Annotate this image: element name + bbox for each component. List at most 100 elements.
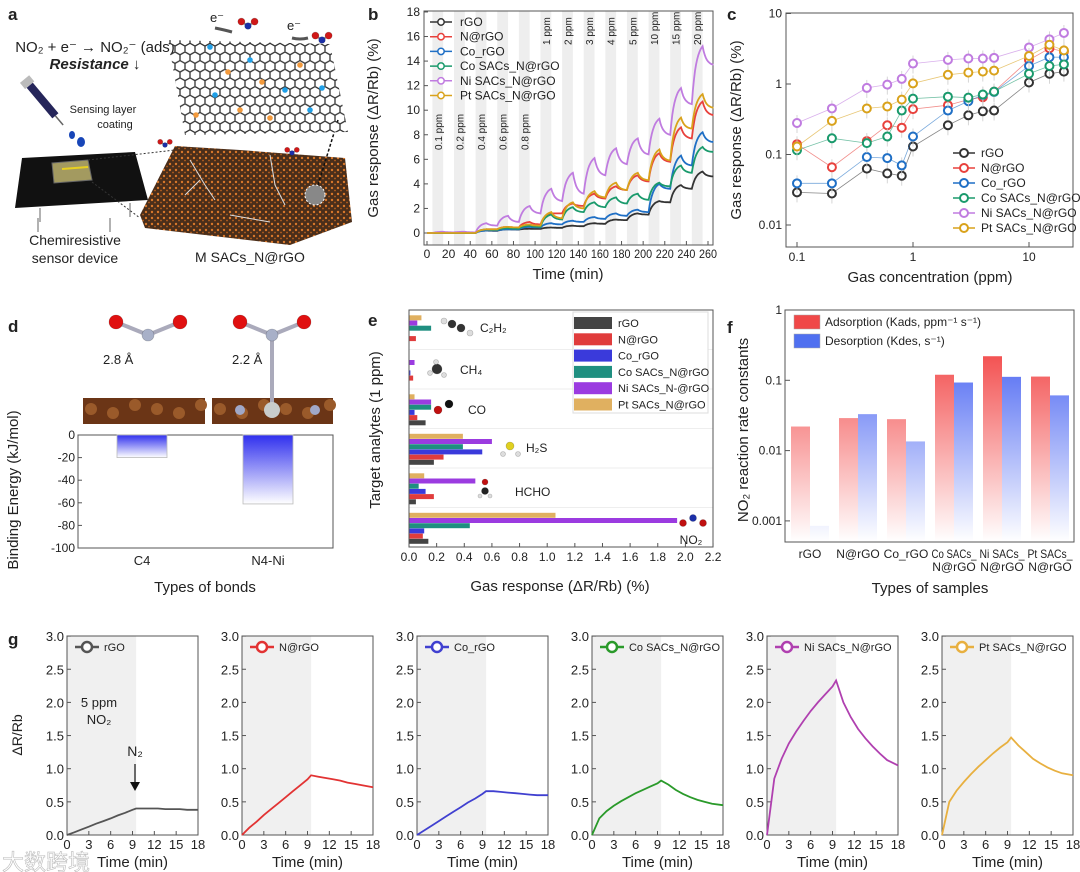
response-curve [416,790,548,836]
pulse-label: 0.2 ppm [455,114,466,150]
carbon-atom [151,403,163,415]
arrow-icon [291,36,309,41]
pulse-label: 20 ppm [693,12,704,45]
data-point [942,120,953,131]
y-tick-label: 1.5 [46,729,64,744]
data-point [792,117,802,128]
bar [409,459,434,465]
bar [409,433,463,439]
purge-annotation: N₂ [127,743,143,759]
legend-label: Ni SACs_N@rGO [981,206,1077,220]
exposure-band [605,11,617,245]
analyte-label: CO [468,403,486,417]
y-tick-label: 1.5 [571,729,589,744]
y-tick-label: 2.5 [221,662,239,677]
series-line-4 [796,32,1065,124]
x-tick-label: 3 [785,837,792,852]
panel-label: c [727,5,736,24]
watermark: 大数跨境 [2,850,90,872]
exposure-band [767,636,837,835]
y-tick-label: 0.0 [221,828,239,843]
legend-marker [437,62,445,71]
pulse-label: 15 ppm [672,12,683,45]
desorption-bar [954,382,973,542]
legend-marker [959,208,969,218]
legend-marker [437,47,445,56]
gas-annotation: 5 ppm [81,695,117,710]
x-tick-label: 15 [169,837,183,852]
x-tick-label: C4 [134,553,151,568]
nitrogen-atom [244,22,252,30]
data-point [826,178,837,189]
bar [409,439,492,444]
y-tick-label: 18 [407,5,421,19]
hydrogen-atom [441,372,447,378]
nitrogen-atom [310,405,320,415]
oxygen-atom [311,31,320,40]
data-point [896,73,907,84]
pulse-label: 0.1 ppm [434,114,445,150]
y-tick-label: 1.0 [221,762,239,777]
x-tick-label: 9 [479,837,486,852]
x-tick-label: Co_rGO [884,547,929,561]
desorption-bar [906,441,925,542]
bar [409,315,422,321]
bar-1 [242,434,294,505]
nitrogen-atom [289,150,295,156]
legend-marker [437,76,445,85]
data-point [826,162,837,173]
y-tick-label: 2.5 [921,662,939,677]
plot-frame [423,10,714,246]
y-tick-label: 2.5 [571,662,589,677]
response-curve [241,774,374,836]
data-point [896,122,907,133]
syringe-label: coating [97,119,132,131]
gas-annotation: NO₂ [87,712,112,727]
exposure-band [454,11,465,245]
y-tick-label: 0.5 [396,795,414,810]
y-tick-label: 8 [413,128,420,142]
sulfur-atom [505,441,515,451]
y-axis-label: Gas response (ΔR/Rb) (%) [728,40,745,219]
dopant-atom [193,112,199,118]
pulse-label: 2 ppm [564,17,575,45]
x-tick-label: 15 [519,837,533,852]
data-point [882,101,893,112]
adsorption-bar [791,426,810,542]
x-tick-label: rGO [799,547,822,561]
x-tick-label: 3 [960,837,967,852]
x-tick-label: 6 [807,837,814,852]
dopant-atom [282,87,288,93]
carbon-atom [280,403,292,415]
no2-molecule [311,31,333,44]
hydrogen-atom [466,329,474,337]
oxygen-atom [481,478,489,486]
hydrogen-atom [440,317,448,325]
y-axis-label: Binding Energy (kJ/mol) [5,410,22,569]
exposure-band [518,11,530,245]
data-point [908,58,918,69]
x-tick-label: 1.4 [594,550,611,564]
x-tick-label: 0.1 [789,250,806,264]
bar [409,409,415,415]
x-tick-label: 0 [63,837,70,852]
dopant-atom [237,107,243,113]
x-tick-label: 0.6 [484,550,501,564]
bar [409,483,419,489]
series-line-5 [427,92,714,234]
x-tick-label: 60 [485,247,499,261]
data-point [882,168,893,179]
x-tick-label: 6 [982,837,989,852]
drop-icon [69,131,75,139]
nitrogen-atom [689,514,697,522]
x-axis-label: Time (min) [972,854,1043,871]
exposure-band [67,636,137,835]
x-tick-label: 0.0 [401,550,418,564]
dopant-atom [267,115,273,121]
legend-marker [80,640,94,654]
y-tick-label: 3.0 [921,629,939,644]
y-tick-label: 1.0 [921,762,939,777]
x-tick-label: 12 [847,837,861,852]
x-tick-label: Pt SACs_ [1028,547,1073,561]
bar-0 [116,434,168,459]
